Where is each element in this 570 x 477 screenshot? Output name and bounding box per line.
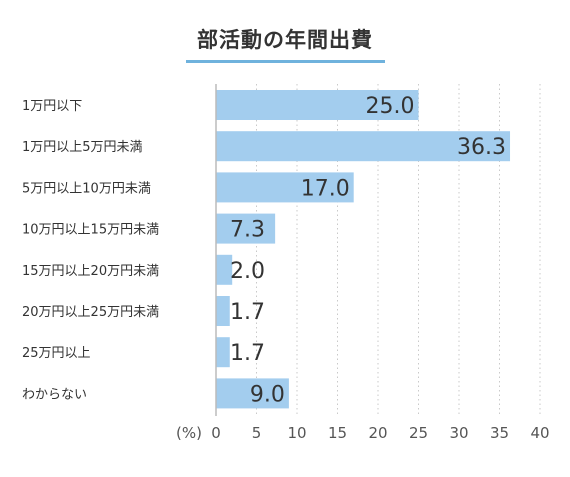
bar xyxy=(216,378,289,409)
title-underline xyxy=(186,60,385,63)
data-label: 9.0 xyxy=(250,382,285,407)
data-label: 7.3 xyxy=(230,218,265,243)
category-label: 20万円以上25万円未満 xyxy=(22,305,159,320)
data-label: 2.0 xyxy=(230,259,265,284)
bar xyxy=(216,131,511,162)
category-label: 25万円以上 xyxy=(22,346,91,361)
category-label: 5万円以上10万円未満 xyxy=(22,181,151,196)
bar xyxy=(216,337,230,368)
x-tick-label: 20 xyxy=(368,424,387,442)
category-label: わからない xyxy=(22,387,87,402)
bar xyxy=(216,296,230,326)
category-label: 1万円以下 xyxy=(22,99,82,114)
x-tick-label: 15 xyxy=(328,424,347,442)
x-tick-label: 40 xyxy=(530,424,549,442)
category-label: 15万円以上20万円未満 xyxy=(22,264,159,279)
bar xyxy=(216,172,354,203)
bar xyxy=(216,254,233,285)
bar xyxy=(216,213,276,244)
bar xyxy=(216,90,419,120)
category-label: 1万円以上5万円未満 xyxy=(22,140,143,155)
category-label: 10万円以上15万円未満 xyxy=(22,223,159,238)
x-tick-label: 30 xyxy=(449,424,468,442)
x-tick-label: 10 xyxy=(287,424,306,442)
data-label: 25.0 xyxy=(366,94,415,119)
unit-label: (%) xyxy=(176,424,202,442)
chart-title: 部活動の年間出費 xyxy=(197,28,373,52)
x-tick-label: 5 xyxy=(252,424,262,442)
x-tick-label: 35 xyxy=(490,424,509,442)
data-label: 1.7 xyxy=(230,300,265,325)
data-label: 1.7 xyxy=(230,341,265,366)
data-label: 17.0 xyxy=(301,176,350,201)
data-label: 36.3 xyxy=(457,135,506,160)
x-tick-label: 25 xyxy=(409,424,428,442)
x-tick-label: 0 xyxy=(211,424,221,442)
